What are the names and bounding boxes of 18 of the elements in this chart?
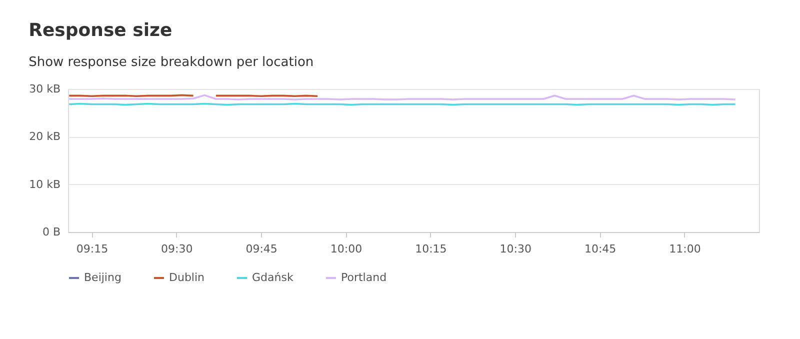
x-tick-label: 10:15 <box>415 242 447 256</box>
x-tick-label: 10:45 <box>584 242 616 256</box>
x-tick-label: 10:30 <box>500 242 532 256</box>
legend-label: Gdańsk <box>252 271 294 284</box>
chart-subtitle: Show response size breakdown per location <box>28 55 314 70</box>
y-tick-label: 30 kB <box>29 82 60 96</box>
x-tick-label: 09:45 <box>246 242 278 256</box>
x-tick-label: 11:00 <box>669 242 701 256</box>
chart-title: Response size <box>28 20 172 41</box>
legend-label: Beijing <box>84 271 122 284</box>
y-tick-label: 0 B <box>42 226 60 238</box>
y-tick-label: 20 kB <box>29 130 60 144</box>
y-tick-label: 10 kB <box>29 178 60 191</box>
x-tick-label: 09:30 <box>161 242 193 256</box>
legend-label: Dublin <box>169 271 205 284</box>
x-tick-label: 10:00 <box>330 242 362 256</box>
x-tick-label: 09:15 <box>76 242 108 256</box>
legend-label: Portland <box>341 271 387 284</box>
